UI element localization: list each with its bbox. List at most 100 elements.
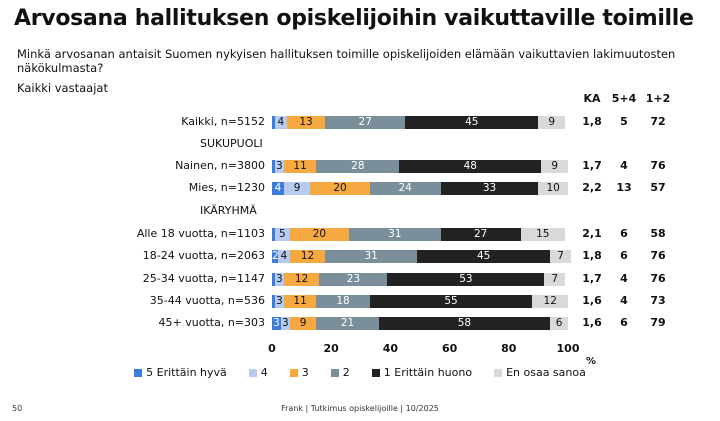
question-text: Minkä arvosanan antaisit Suomen nykyisen… [17,47,676,75]
stat-value: 4 [620,294,628,307]
x-tick-label: 100 [556,342,580,355]
footer-source: Frank | Tutkimus opiskelijoille | 10/202… [281,404,439,413]
stat-value: 1,8 [582,249,602,262]
bar-segment: 5 [274,228,290,241]
stat-value: 6 [620,249,628,262]
legend-swatch [371,368,380,377]
bar-segment: 9 [283,182,311,195]
stat-value: 6 [620,316,628,329]
legend-swatch [330,368,339,377]
page-number: 50 [12,404,23,413]
legend-swatch [494,368,503,377]
stat-value: 76 [650,272,666,285]
stat-value: 58 [650,227,666,240]
legend-swatch [134,368,143,377]
stat-value: 1,8 [582,115,602,128]
bar-segment: 9 [541,160,568,173]
x-tick-label: 80 [501,342,517,355]
bar-segment: 18 [316,295,370,308]
bar-segment: 31 [325,250,418,263]
bar-segment [272,160,275,173]
stat-value: 1,6 [582,294,602,307]
bar-segment: 24 [369,182,441,195]
x-tick-label: 60 [441,342,458,355]
row-label: Alle 18 vuotta, n=1103 [136,227,265,240]
x-tick-label: 20 [323,342,339,355]
bar-segment: 15 [520,228,566,241]
page-title: Arvosana hallituksen opiskelijoihin vaik… [14,6,694,31]
bar-segment [272,228,275,241]
bar-segment: 11 [283,160,317,173]
stat-value: 6 [620,227,628,240]
bar-segment: 3 [274,295,284,308]
group-label: IKÄRYHMÄ [200,204,257,217]
bar-segment: 58 [378,317,551,330]
bar-segment: 55 [369,295,533,308]
header-5plus4: 5+4 [611,92,637,105]
legend-label: 4 [260,366,268,379]
bar-segment: 28 [316,160,400,173]
bar-segment: 11 [283,295,317,308]
stat-value: 5 [620,115,628,128]
bar-segment: 10 [538,182,568,195]
row-label: Nainen, n=3800 [175,159,265,172]
stat-value: 1,7 [582,272,602,285]
stat-value: 79 [650,316,666,329]
legend-label: 1 Erittäin huono [383,366,473,379]
legend-item: 2 [330,366,350,379]
bar-segment: 3 [274,273,284,286]
legend: 5 Erittäin hyvä 4 3 2 1 Erittäin huono En osa… [0,366,720,379]
legend-label: 5 Erittäin hyvä [146,366,227,379]
legend-item: 1 Erittäin huono [371,366,473,379]
bar-segment: 3 [274,160,284,173]
row-label: 45+ vuotta, n=303 [158,316,265,329]
header-ka: KA [583,92,601,105]
bar-segment: 3 [272,317,281,330]
legend-label: 2 [342,366,350,379]
legend-swatch [248,368,257,377]
bar-segment: 33 [440,182,539,195]
bar-segment: 6 [550,317,568,330]
bar-segment: 53 [387,273,545,286]
bar-segment: 45 [417,250,551,263]
bar-segment: 27 [325,116,406,129]
bar-segment: 27 [440,228,521,241]
bar-segment: 9 [289,317,317,330]
bar-segment: 20 [289,228,349,241]
legend-label: 3 [301,366,309,379]
legend-item: 5 Erittäin hyvä [134,366,227,379]
bar-segment: 31 [348,228,441,241]
stat-value: 2,2 [582,181,602,194]
bar-segment: 9 [538,116,566,129]
row-label: 25-34 vuotta, n=1147 [142,272,265,285]
bar-segment: 4 [274,116,287,129]
x-tick-label: 0 [268,342,276,355]
stat-value: 1,6 [582,316,602,329]
x-axis-unit: % [586,356,597,367]
stat-value: 57 [650,181,666,194]
row-label: Kaikki, n=5152 [181,115,265,128]
bar-segment: 13 [286,116,326,129]
bar-segment: 7 [550,250,571,263]
stat-value: 73 [650,294,666,307]
header-1plus2: 1+2 [645,92,671,105]
respondent-scope: Kaikki vastaajat [17,81,108,95]
stat-value: 76 [650,249,666,262]
bar-segment: 4 [272,182,284,195]
bar-segment [272,273,275,286]
row-label: Mies, n=1230 [188,181,265,194]
stat-value: 4 [620,159,628,172]
bar-segment: 2 [272,250,278,263]
bar-segment: 4 [277,250,290,263]
bar-segment: 23 [319,273,388,286]
bar-segment: 12 [532,295,568,308]
bar-segment [272,116,275,129]
stat-value: 76 [650,159,666,172]
bar-segment: 3 [280,317,290,330]
bar-segment: 20 [310,182,370,195]
bar-segment: 7 [544,273,566,286]
stat-value: 1,7 [582,159,602,172]
stat-value: 72 [650,115,666,128]
x-tick-label: 40 [382,342,399,355]
legend-item: En osaa sanoa [494,366,586,379]
